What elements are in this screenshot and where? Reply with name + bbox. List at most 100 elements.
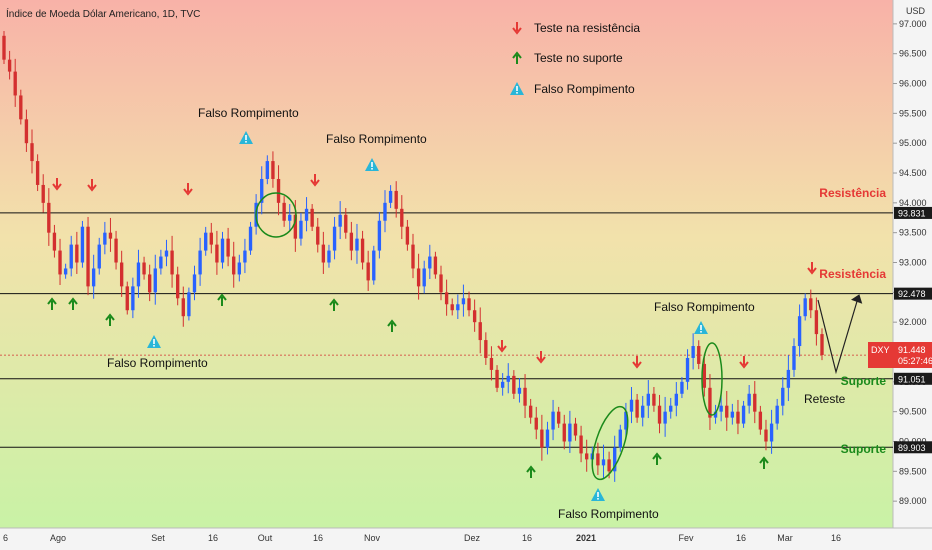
red-down-arrow-icon [807,262,817,275]
red-down-arrow-icon [310,174,320,187]
candle-body [63,268,68,275]
candle-body [730,411,735,418]
level-name-resistance: Resistência [819,267,886,281]
candle-body [316,226,320,245]
candle-body [114,238,118,263]
candle-body [119,262,124,287]
currency-label: USD [906,6,926,16]
candle-body [30,143,34,162]
candle-body [613,447,617,472]
x-tick-label: Nov [364,533,381,543]
candle-body [573,423,578,436]
candle-body [232,256,236,275]
candle-body [327,250,331,263]
candle-body [624,411,628,430]
candle-body [635,399,639,418]
level-badge-value: 91.051 [898,374,926,384]
candle-body [685,357,690,382]
warning-triangle-icon [591,488,605,501]
candle-body [176,274,180,299]
candle-body [489,357,494,370]
level-badge-bg [894,206,932,219]
candle-body [506,375,510,382]
level-badges: 93.831 92.478 91.051 89.903 [894,206,932,454]
candle-body [775,405,779,424]
candle-body [803,298,807,317]
candle-body [725,405,729,418]
candle-body [192,274,197,293]
candle-body [439,274,443,293]
candle-body [416,268,421,287]
candle-body [641,405,645,418]
candle-body [428,256,432,269]
candle-body [276,178,281,203]
y-tick-label: 92.000 [899,317,927,327]
candle-body [607,459,611,472]
falso-rompimento-label-4: Falso Rompimento [654,300,755,314]
candle-body [781,387,785,406]
candle-body [80,226,85,263]
green-up-arrow-icon [652,452,662,465]
candle-body [545,429,550,448]
candle-body [237,262,241,275]
candle-body [204,232,208,251]
candle-body [170,250,174,275]
candle-body [360,238,365,263]
candle-body [366,262,370,281]
level-name-resistance: Resistência [819,186,886,200]
warning-triangle-icon [239,131,253,144]
candle-body [181,298,185,317]
candle-body [13,71,17,96]
red-down-arrow-icon [739,356,749,369]
x-tick-label: 16 [522,533,532,543]
candle-body [472,310,477,323]
candle-body [91,268,96,287]
level-badge-value: 93.831 [898,208,926,218]
x-tick-label: Ago [50,533,66,543]
legend-item-resistance-test: Teste na resistência [512,21,640,35]
candle-body [820,334,824,355]
candle-body [769,423,774,442]
red-down-arrow-icon [52,178,62,191]
candle-body [646,393,650,406]
current-price: 91.448 [898,345,926,355]
candle-body [652,393,656,406]
candle-body [809,298,813,311]
candle-body [713,411,718,418]
y-tick-label: 90.500 [899,407,927,417]
green-up-arrow-icon [759,456,769,469]
green-up-arrow-icon [526,465,536,478]
candle-body [282,202,286,221]
candle-body [540,429,544,448]
candle-body [741,405,746,424]
x-axis-ticks: 6 Ago Set 16 Out 16 Nov Dez 16 2021 Fev 16 Mar 16 [3,533,841,543]
candle-body [372,250,376,281]
candle-body [377,220,382,251]
candle-body [125,286,129,311]
candle-body [299,220,303,239]
candle-body [456,304,460,311]
candle-body [131,286,135,311]
candle-body [86,226,90,287]
candle-body [69,244,73,269]
candle-body [680,381,684,394]
green-up-arrow-icon [387,319,397,332]
candle-body [786,369,791,388]
candle-body [24,119,29,144]
candle-body [708,387,712,418]
candle-body [512,375,516,394]
projection-line [817,297,859,375]
candle-body [562,423,566,442]
candle-body [97,244,101,269]
candles [2,31,824,482]
candle-body [585,453,589,460]
candle-body [58,250,62,275]
candle-body [147,274,152,293]
candle-body [461,298,466,305]
candle-body [41,184,45,203]
candle-body [495,369,499,388]
candle-body [388,190,393,203]
candle-body [596,453,600,466]
x-tick-label: Mar [777,533,793,543]
projection-arrowhead [850,294,863,304]
